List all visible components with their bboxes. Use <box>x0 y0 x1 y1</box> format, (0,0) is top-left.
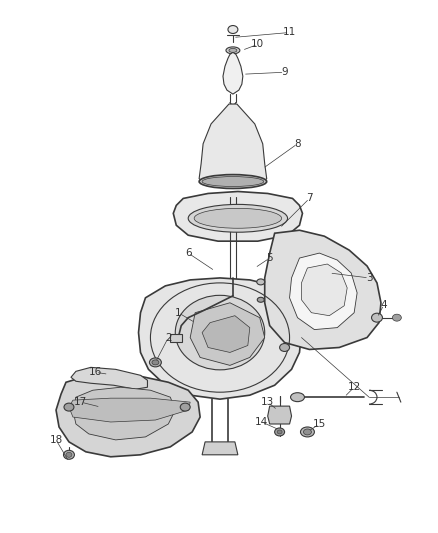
Text: 9: 9 <box>281 67 287 77</box>
Ellipse shape <box>66 453 72 457</box>
Ellipse shape <box>274 428 284 436</box>
Polygon shape <box>264 230 380 350</box>
Ellipse shape <box>229 49 237 52</box>
Ellipse shape <box>188 204 287 232</box>
Polygon shape <box>71 367 147 389</box>
Text: 15: 15 <box>312 419 325 429</box>
Polygon shape <box>190 303 264 365</box>
Ellipse shape <box>392 314 400 321</box>
Text: 3: 3 <box>365 273 371 283</box>
Text: 2: 2 <box>165 333 171 343</box>
Ellipse shape <box>226 47 239 54</box>
Ellipse shape <box>290 393 304 402</box>
Polygon shape <box>56 374 200 457</box>
Polygon shape <box>289 253 356 329</box>
Text: 1: 1 <box>175 308 181 318</box>
Text: 14: 14 <box>254 417 268 427</box>
Text: 7: 7 <box>305 193 312 204</box>
Ellipse shape <box>180 403 190 411</box>
Text: 12: 12 <box>347 382 360 392</box>
Ellipse shape <box>256 279 264 285</box>
Text: 11: 11 <box>282 28 296 37</box>
Polygon shape <box>199 104 266 188</box>
Text: 10: 10 <box>251 39 264 50</box>
Polygon shape <box>201 316 249 352</box>
Ellipse shape <box>194 208 281 228</box>
Ellipse shape <box>175 295 264 370</box>
Polygon shape <box>173 191 302 241</box>
Text: 6: 6 <box>184 248 191 258</box>
Ellipse shape <box>300 427 314 437</box>
Text: 13: 13 <box>261 397 274 407</box>
Text: 16: 16 <box>89 367 102 377</box>
Ellipse shape <box>199 175 266 189</box>
Ellipse shape <box>201 176 263 187</box>
Text: 8: 8 <box>293 139 300 149</box>
Ellipse shape <box>371 313 381 322</box>
Polygon shape <box>223 52 242 94</box>
Polygon shape <box>73 387 175 440</box>
Polygon shape <box>170 334 182 342</box>
Text: 17: 17 <box>74 397 87 407</box>
Ellipse shape <box>276 430 282 434</box>
Ellipse shape <box>149 358 161 367</box>
Ellipse shape <box>64 403 74 411</box>
Polygon shape <box>301 264 346 316</box>
Ellipse shape <box>279 343 289 351</box>
Text: 5: 5 <box>266 253 272 263</box>
Text: 4: 4 <box>380 300 386 310</box>
Ellipse shape <box>303 429 311 435</box>
Polygon shape <box>267 406 291 424</box>
Text: 18: 18 <box>49 435 63 445</box>
Ellipse shape <box>64 450 74 459</box>
Ellipse shape <box>227 26 237 34</box>
Polygon shape <box>138 278 301 399</box>
Ellipse shape <box>257 297 264 302</box>
Polygon shape <box>201 442 237 455</box>
Polygon shape <box>69 398 190 422</box>
Ellipse shape <box>152 360 159 365</box>
